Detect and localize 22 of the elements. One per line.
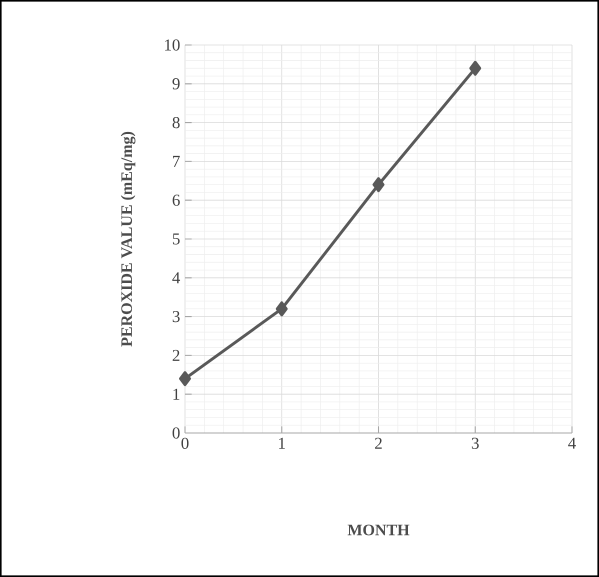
y-tick-label: 9 <box>172 78 180 90</box>
y-tick-label: 10 <box>165 39 180 51</box>
point <box>372 177 384 192</box>
point <box>276 301 288 316</box>
y-axis-title: PEROXIDE VALUE (mEq/mg) <box>120 132 136 347</box>
y-tick-label: 7 <box>173 156 180 167</box>
x-tick-label: 0 <box>181 438 189 449</box>
y-tick-label: 4 <box>172 272 180 284</box>
point <box>179 371 191 386</box>
x-tick-label: 4 <box>568 438 576 449</box>
x-axis-title: MONTH <box>348 524 410 536</box>
y-tick-label: 3 <box>172 310 180 322</box>
y-tick-label: 5 <box>172 233 180 245</box>
y-tick-label: 2 <box>172 350 180 361</box>
x-tick-label: 3 <box>472 438 479 449</box>
y-tick-label: 6 <box>172 194 180 206</box>
y-tick-label: 0 <box>172 427 180 439</box>
y-tick-label: 1 <box>173 388 180 400</box>
x-tick-label: 1 <box>279 438 285 449</box>
y-tick-label: 8 <box>172 116 180 128</box>
x-tick-label: 2 <box>375 438 382 449</box>
point <box>469 60 482 76</box>
